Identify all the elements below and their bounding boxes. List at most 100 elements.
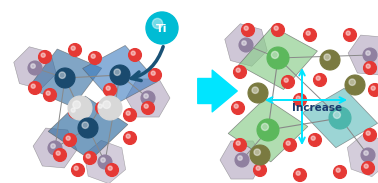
Polygon shape xyxy=(33,128,77,168)
Circle shape xyxy=(41,53,45,57)
Circle shape xyxy=(64,134,76,147)
Circle shape xyxy=(346,31,350,35)
Circle shape xyxy=(336,168,340,172)
Circle shape xyxy=(369,83,378,96)
Polygon shape xyxy=(225,24,267,66)
Circle shape xyxy=(234,139,246,152)
Circle shape xyxy=(293,169,307,182)
Circle shape xyxy=(282,76,294,89)
Circle shape xyxy=(43,89,56,102)
Circle shape xyxy=(48,141,62,155)
Polygon shape xyxy=(48,96,128,160)
Circle shape xyxy=(141,102,155,115)
Text: Increase: Increase xyxy=(292,103,342,113)
Circle shape xyxy=(68,106,82,119)
Circle shape xyxy=(284,78,288,82)
Circle shape xyxy=(254,163,266,176)
Circle shape xyxy=(239,38,253,52)
Circle shape xyxy=(66,136,70,140)
Circle shape xyxy=(86,154,90,158)
Circle shape xyxy=(46,91,50,95)
Circle shape xyxy=(316,76,320,80)
Circle shape xyxy=(39,51,51,64)
Circle shape xyxy=(293,94,307,107)
Polygon shape xyxy=(14,47,56,89)
Circle shape xyxy=(84,152,96,165)
Circle shape xyxy=(28,61,42,75)
Polygon shape xyxy=(84,140,125,183)
Circle shape xyxy=(361,162,375,175)
Polygon shape xyxy=(347,133,378,177)
Circle shape xyxy=(364,61,376,74)
Circle shape xyxy=(248,83,268,103)
Circle shape xyxy=(296,96,300,100)
Circle shape xyxy=(96,102,108,115)
Polygon shape xyxy=(228,98,308,162)
Circle shape xyxy=(284,139,296,152)
Circle shape xyxy=(56,151,60,155)
Circle shape xyxy=(366,51,370,55)
Circle shape xyxy=(267,47,289,69)
Circle shape xyxy=(91,54,95,58)
Circle shape xyxy=(101,158,105,162)
Circle shape xyxy=(71,163,85,176)
Circle shape xyxy=(110,65,130,85)
Circle shape xyxy=(126,134,130,138)
Circle shape xyxy=(236,68,240,72)
FancyArrowPatch shape xyxy=(198,70,237,112)
Polygon shape xyxy=(348,35,378,75)
Circle shape xyxy=(271,23,285,36)
Circle shape xyxy=(71,46,75,50)
Circle shape xyxy=(126,111,130,115)
Circle shape xyxy=(234,66,246,79)
Circle shape xyxy=(71,108,75,112)
Circle shape xyxy=(31,64,35,68)
Circle shape xyxy=(364,128,376,141)
Circle shape xyxy=(364,164,368,168)
Circle shape xyxy=(149,68,161,81)
Polygon shape xyxy=(220,141,264,179)
Circle shape xyxy=(236,141,240,145)
Circle shape xyxy=(151,71,155,75)
Circle shape xyxy=(106,86,110,90)
Circle shape xyxy=(244,26,248,30)
Circle shape xyxy=(333,165,347,178)
Circle shape xyxy=(308,134,322,147)
Circle shape xyxy=(98,96,122,120)
Circle shape xyxy=(371,86,375,90)
Circle shape xyxy=(129,48,141,61)
Circle shape xyxy=(144,104,148,108)
Circle shape xyxy=(68,96,92,120)
Circle shape xyxy=(345,75,365,95)
Circle shape xyxy=(296,171,300,175)
Circle shape xyxy=(329,107,351,129)
Circle shape xyxy=(250,145,270,165)
Circle shape xyxy=(235,153,249,167)
Polygon shape xyxy=(82,45,157,104)
Circle shape xyxy=(363,48,377,62)
Circle shape xyxy=(28,81,42,94)
Circle shape xyxy=(349,79,355,85)
Circle shape xyxy=(124,109,136,122)
Circle shape xyxy=(238,156,242,160)
Circle shape xyxy=(104,83,116,96)
Circle shape xyxy=(231,102,245,115)
Circle shape xyxy=(82,122,88,128)
Circle shape xyxy=(98,104,102,108)
Circle shape xyxy=(234,104,238,108)
Circle shape xyxy=(105,163,118,176)
Circle shape xyxy=(324,54,330,60)
Circle shape xyxy=(131,51,135,55)
Circle shape xyxy=(320,50,340,70)
Circle shape xyxy=(364,151,368,155)
Circle shape xyxy=(366,131,370,135)
Circle shape xyxy=(31,84,35,88)
Circle shape xyxy=(78,118,98,138)
Circle shape xyxy=(88,51,102,64)
Circle shape xyxy=(103,101,110,109)
Circle shape xyxy=(152,18,163,29)
Circle shape xyxy=(344,29,356,42)
Circle shape xyxy=(366,64,370,68)
Polygon shape xyxy=(302,88,378,148)
Circle shape xyxy=(59,72,65,78)
